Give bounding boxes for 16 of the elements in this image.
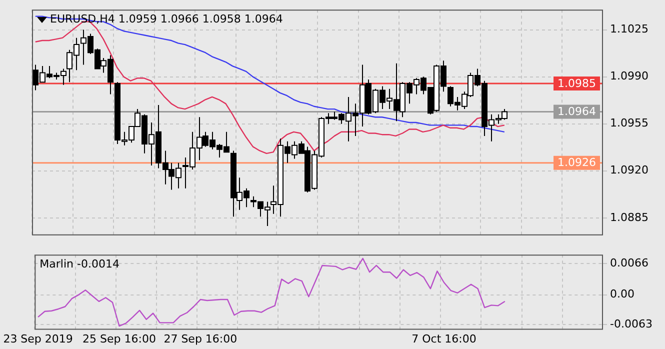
y-tick-label: 1.0920 [610,164,648,177]
x-tick-label: 23 Sep 2019 [3,332,73,346]
chart-title: Marlin -0.0014 [40,257,120,270]
y-tick-label: 1.0955 [610,116,648,130]
y-tick-label: 1.0885 [610,210,648,224]
y-tick-label: 1.0990 [610,70,648,83]
y-tick-label: 1.1025 [610,22,648,36]
x-tick-label: 27 Sep 16:00 [164,332,238,346]
y-tick-label: 0.0066 [610,256,648,270]
y-tick-label: -0.0063 [610,317,652,330]
x-tick-label: 7 Oct 16:00 [412,332,476,346]
ref-line-label: 1.0964 [558,105,596,118]
y-tick-label: 0.00 [610,288,634,301]
ref-line-label: 1.0926 [558,156,596,170]
ref-line-label: 1.0985 [558,76,596,90]
x-tick-label: 25 Sep 16:00 [82,332,156,346]
